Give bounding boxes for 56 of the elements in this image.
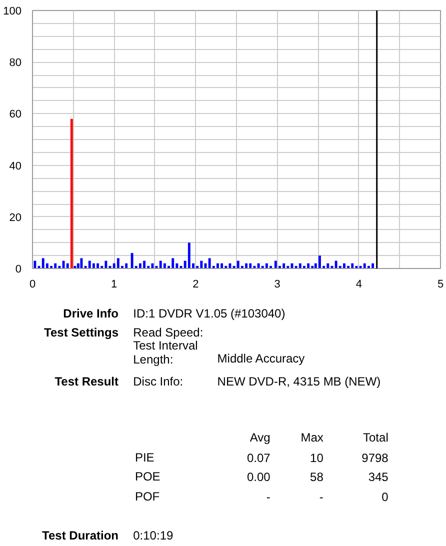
text: Total (363, 430, 388, 444)
text: POF (134, 490, 160, 504)
text: 58 (310, 470, 324, 484)
text: PIE (134, 450, 154, 464)
bar (172, 258, 174, 268)
bar (70, 118, 73, 268)
text: 0 (382, 490, 389, 504)
text: Test Result (54, 374, 118, 388)
bar (88, 260, 91, 268)
text: Max (300, 430, 324, 444)
bar (143, 260, 146, 268)
bar (334, 260, 338, 268)
x-tick-label: 1 (111, 278, 118, 290)
text: - (319, 490, 324, 504)
bar (116, 258, 120, 268)
bar (274, 260, 277, 268)
x-tick-label: 2 (192, 278, 199, 290)
text: Test Duration (42, 528, 118, 542)
text: 10 (310, 451, 324, 465)
y-tick-label: 40 (9, 160, 22, 172)
bar (159, 260, 162, 268)
text: NEW DVD-R, 4315 MB (NEW) (217, 374, 381, 388)
x-tick-label: 4 (356, 278, 362, 290)
text: POE (134, 470, 160, 484)
y-tick-label: 20 (9, 212, 22, 224)
bar (42, 258, 44, 268)
text: Test Interval Length: (133, 338, 198, 366)
text: Read Speed: (133, 326, 204, 340)
text: - (266, 490, 270, 504)
text: 0.00 (246, 470, 271, 484)
text: Disc Info: (133, 374, 184, 388)
bar (200, 260, 203, 268)
text: Avg (250, 430, 270, 444)
y-tick-label: 100 (3, 6, 22, 18)
y-tick-label: 80 (9, 57, 22, 70)
x-tick-label: 3 (274, 278, 280, 290)
x-tick-label: 0 (29, 278, 36, 290)
text: Middle Accuracy (217, 352, 305, 366)
text: 9798 (362, 451, 389, 465)
bar (208, 258, 211, 268)
bar (104, 260, 108, 268)
y-tick-label: 0 (15, 264, 22, 276)
text: ID:1 DVDR V1.05 (#103040) (133, 306, 286, 320)
x-tick-label: 5 (437, 278, 444, 290)
text: 0:10:19 (133, 528, 174, 542)
bar (80, 258, 83, 268)
y-tick-label: 60 (9, 108, 22, 121)
text: Test Settings (44, 326, 119, 340)
bar (236, 260, 240, 268)
text: Drive Info (63, 306, 118, 320)
bar (34, 260, 36, 268)
bar (188, 242, 190, 268)
bar (130, 253, 134, 268)
bar (318, 256, 321, 268)
text: 0.07 (246, 451, 271, 465)
text: 345 (368, 470, 389, 484)
